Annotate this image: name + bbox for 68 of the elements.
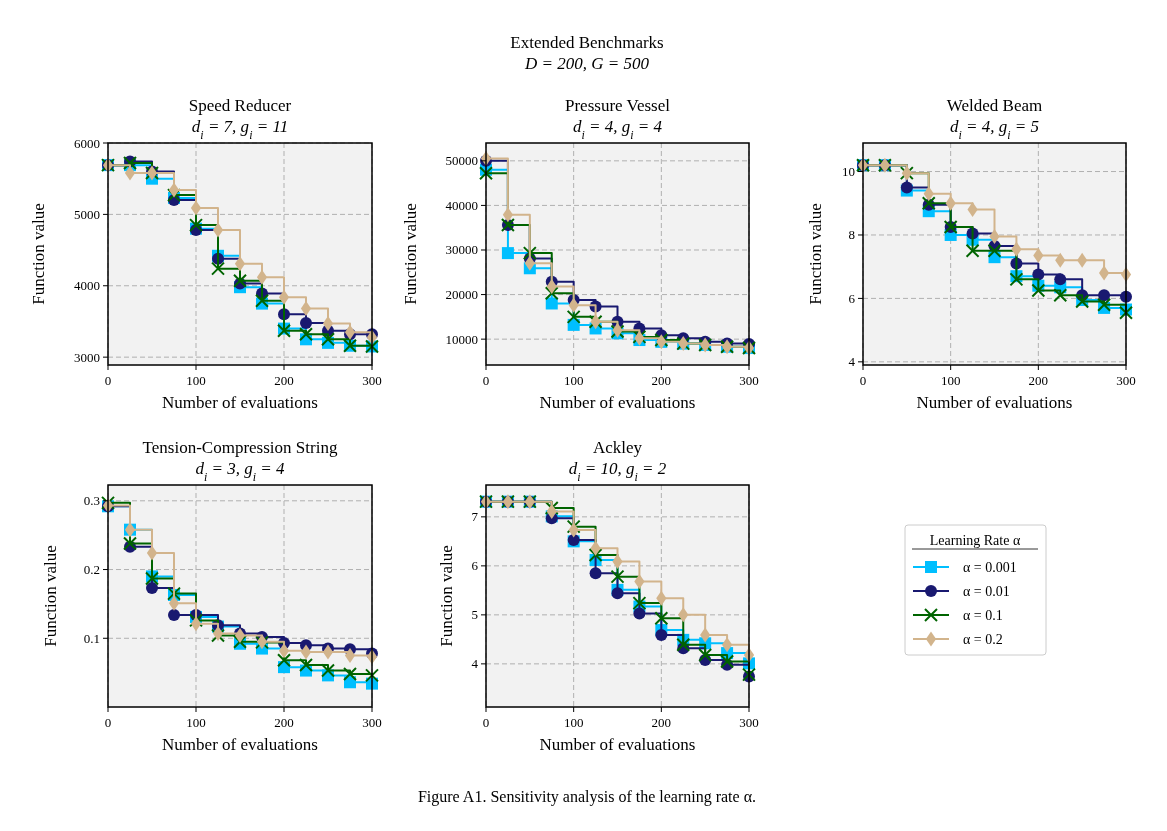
legend-label: α = 0.01	[963, 584, 1010, 599]
y-tick-label: 7	[471, 509, 479, 525]
y-tick-label: 0.1	[83, 630, 100, 646]
y-tick-label: 10	[842, 164, 855, 180]
y-axis-title: Function value	[29, 203, 48, 305]
y-tick-label: 8	[848, 227, 855, 243]
x-tick-label: 200	[274, 373, 294, 388]
x-tick-label: 300	[739, 715, 759, 730]
chart-title: Pressure Vessel	[565, 96, 671, 115]
y-tick-label: 4	[471, 656, 479, 672]
x-tick-label: 300	[739, 373, 759, 388]
x-tick-label: 200	[651, 715, 672, 730]
caption: Figure A1. Sensitivity analysis of the learning rate α.	[417, 788, 757, 806]
x-axis-title: Number of evaluations	[162, 735, 318, 754]
y-tick-label: 4000	[74, 278, 100, 294]
y-tick-label: 6	[848, 290, 856, 306]
x-tick-label: 200	[274, 715, 294, 730]
chart-title: Welded Beam	[946, 96, 1043, 115]
y-axis-title: Function value	[437, 545, 456, 647]
y-tick-label: 6	[471, 558, 479, 574]
y-tick-label: 6000	[74, 135, 100, 151]
y-axis-title: Function value	[41, 545, 60, 647]
x-tick-label: 0	[859, 373, 867, 388]
chart-subtitle: d$_{i}$ = 4, g$_{i}$ = 5	[949, 117, 1040, 142]
x-tick-label: 0	[482, 715, 490, 730]
x-tick-label: 100	[186, 715, 206, 730]
x-tick-label: 200	[1028, 373, 1049, 388]
y-tick-label: 50000	[445, 153, 478, 169]
legend-title: Learning Rate α	[929, 533, 1021, 548]
chart-title: Speed Reducer	[188, 96, 292, 115]
x-tick-label: 100	[186, 373, 206, 388]
y-tick-label: 0.2	[83, 562, 100, 578]
x-axis-title: Number of evaluations	[162, 393, 318, 412]
chart-subtitle: d$_{i}$ = 7, g$_{i}$ = 11	[191, 117, 289, 142]
y-tick-label: 4	[848, 354, 856, 370]
x-tick-label: 0	[482, 373, 490, 388]
y-tick-label: 40000	[445, 197, 478, 213]
x-tick-label: 100	[940, 373, 961, 388]
text: Extended Benchmarks	[510, 33, 664, 52]
y-axis-title: Function value	[806, 203, 825, 305]
x-axis-title: Number of evaluations	[916, 393, 1073, 412]
y-tick-label: 0.3	[83, 493, 100, 509]
x-axis-title: Number of evaluations	[539, 393, 696, 412]
legend-label: α = 0.001	[963, 560, 1017, 575]
y-tick-label: 5	[471, 607, 478, 623]
x-tick-label: 100	[563, 715, 584, 730]
x-tick-label: 300	[1116, 373, 1136, 388]
x-tick-label: 300	[362, 373, 382, 388]
y-tick-label: 3000	[74, 349, 100, 365]
x-axis-title: Number of evaluations	[539, 735, 696, 754]
x-tick-label: 0	[104, 373, 112, 388]
x-tick-label: 200	[651, 373, 672, 388]
chart-subtitle: d$_{i}$ = 10, g$_{i}$ = 2	[568, 459, 667, 484]
y-tick-label: 10000	[445, 331, 478, 347]
y-tick-label: 5000	[74, 206, 100, 222]
chart-subtitle: d$_{i}$ = 4, g$_{i}$ = 4	[572, 117, 663, 142]
y-tick-label: 30000	[445, 242, 478, 258]
x-tick-label: 300	[362, 715, 382, 730]
chart-title: Tension-Compression String	[142, 438, 338, 457]
chart-subtitle: d$_{i}$ = 3, g$_{i}$ = 4	[195, 459, 286, 484]
legend-label: α = 0.2	[963, 632, 1003, 647]
text: D = 200, G = 500	[524, 54, 650, 73]
x-tick-label: 100	[563, 373, 584, 388]
y-axis-title: Function value	[401, 203, 420, 305]
chart-title: Ackley	[592, 438, 643, 457]
y-tick-label: 20000	[445, 287, 478, 303]
x-tick-label: 0	[104, 715, 112, 730]
legend-label: α = 0.1	[963, 608, 1003, 623]
